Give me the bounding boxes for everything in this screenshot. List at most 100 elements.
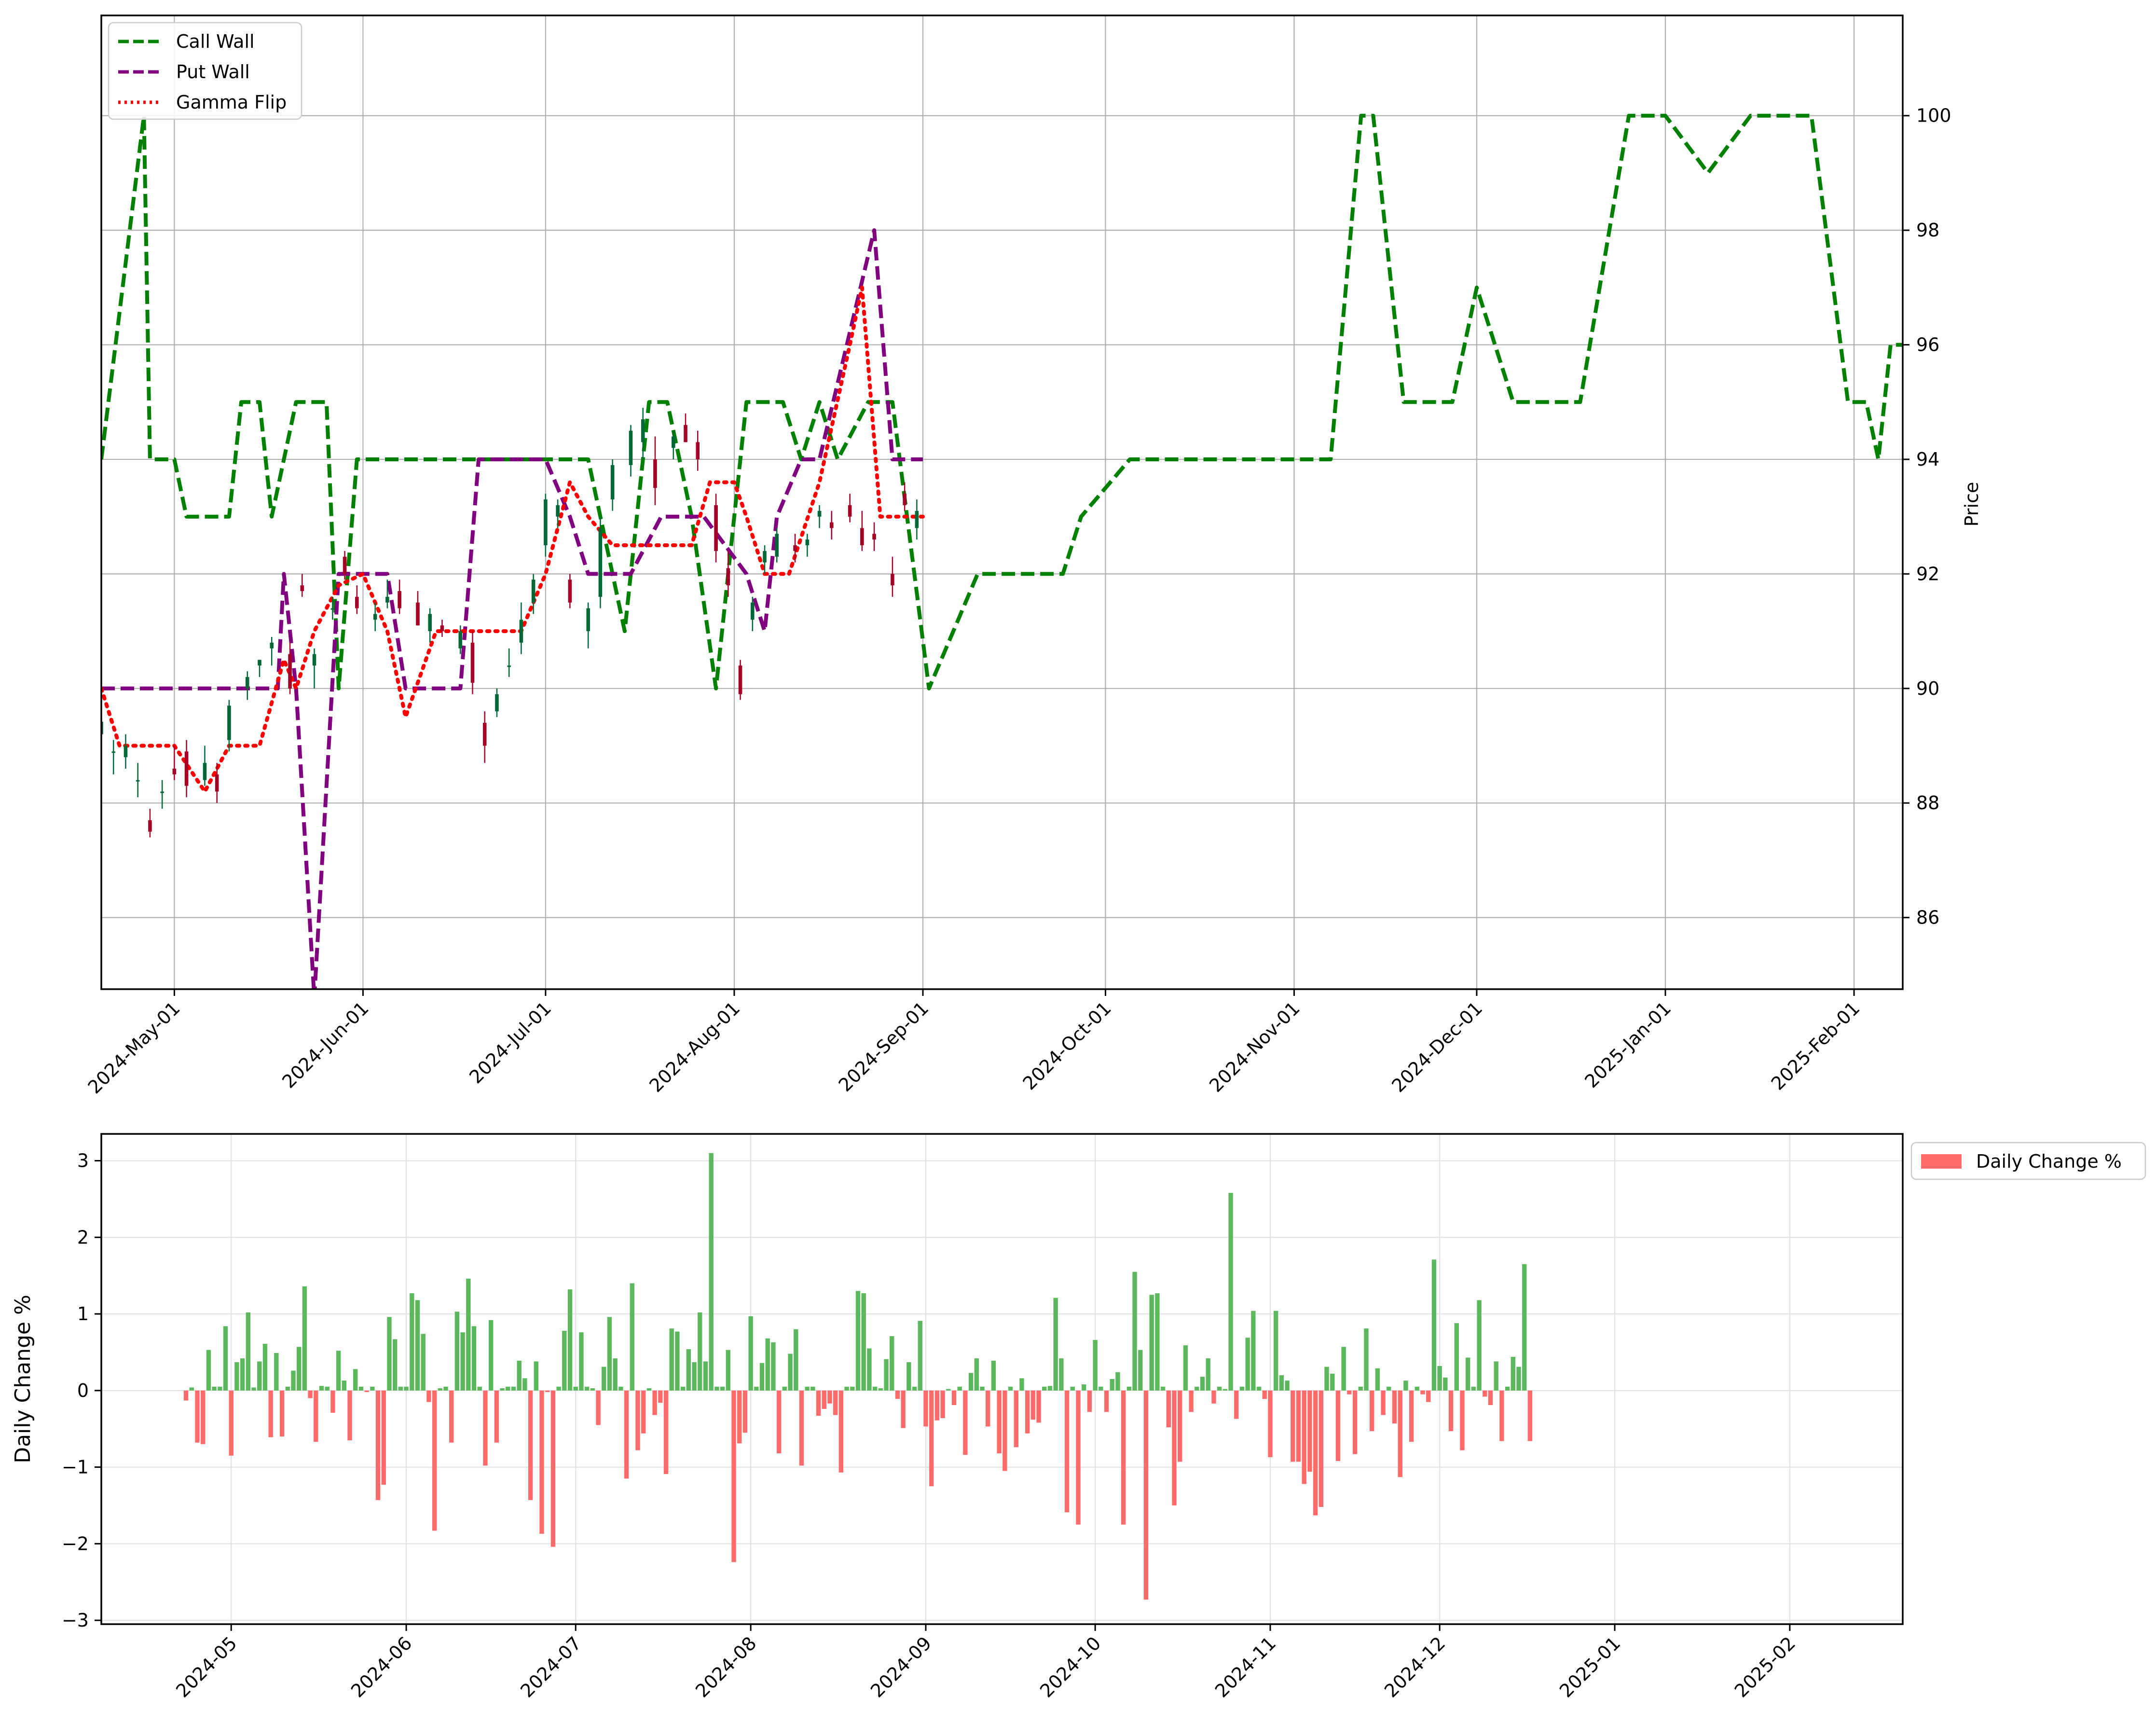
- change-bar-negative: [986, 1390, 990, 1427]
- change-bar-negative: [1335, 1390, 1341, 1461]
- change-bar-positive: [794, 1329, 798, 1391]
- candle-body-up: [598, 528, 603, 597]
- series-line-put-wall: [101, 228, 923, 989]
- change-bar-positive: [1206, 1358, 1210, 1391]
- change-bar-positive: [1132, 1271, 1137, 1391]
- change-bar-positive: [759, 1363, 765, 1391]
- price-y-tick-label: 100: [1916, 105, 1951, 126]
- change-bar-positive: [291, 1370, 296, 1391]
- change-bar-negative: [1527, 1390, 1533, 1441]
- change-bar-positive: [579, 1332, 584, 1391]
- change-bar-positive: [980, 1386, 985, 1391]
- change-bar-positive: [1375, 1368, 1380, 1391]
- change-bar-positive: [692, 1362, 697, 1391]
- change-bar-positive: [387, 1317, 392, 1391]
- price-y-tick-label: 96: [1916, 334, 1939, 356]
- change-y-axis: 3 2 1 0 −1 −2 −3: [62, 1150, 101, 1631]
- candle-body-up: [495, 694, 499, 712]
- change-bar-negative: [1178, 1390, 1182, 1462]
- change-bar-negative: [1302, 1390, 1306, 1484]
- change-bar-negative: [822, 1390, 826, 1409]
- candle-body-up: [556, 505, 560, 517]
- change-bar-negative: [229, 1390, 233, 1456]
- change-bar-negative: [1318, 1390, 1324, 1507]
- change-bar-positive: [392, 1339, 398, 1391]
- candle-body-down: [793, 545, 797, 551]
- candle-body-down: [684, 425, 687, 442]
- change-bar-negative: [1211, 1390, 1216, 1404]
- candle-body-down: [568, 580, 572, 603]
- change-bar-positive: [765, 1338, 770, 1391]
- change-bar-negative: [1076, 1390, 1081, 1525]
- change-bar-positive: [957, 1386, 962, 1391]
- change-bar-negative: [1172, 1390, 1177, 1505]
- change-bar-negative: [799, 1390, 804, 1466]
- change-bar-positive: [698, 1312, 702, 1391]
- change-bar-positive: [1093, 1340, 1098, 1391]
- change-y-tick-label: 3: [77, 1150, 89, 1172]
- change-bar-positive: [212, 1386, 217, 1391]
- change-bar-positive: [1126, 1386, 1132, 1391]
- change-bar-negative: [1025, 1390, 1030, 1434]
- change-bar-positive: [867, 1348, 872, 1391]
- change-bar-positive: [443, 1386, 448, 1391]
- change-bar-positive: [1251, 1311, 1256, 1391]
- change-bar-negative: [1002, 1390, 1007, 1471]
- change-bar-positive: [466, 1279, 471, 1391]
- change-bar-negative: [1347, 1390, 1352, 1394]
- change-bar-negative: [963, 1390, 968, 1455]
- legend-label-call-wall: Call Wall: [176, 31, 255, 52]
- candle-body-up: [915, 511, 919, 528]
- change-legend: Daily Change %: [1910, 1142, 2146, 1180]
- change-bar-negative: [1313, 1390, 1318, 1516]
- change-bar-negative: [1370, 1390, 1374, 1431]
- change-bar-positive: [680, 1386, 686, 1391]
- change-bar-negative: [1121, 1390, 1126, 1525]
- change-bar-negative: [1234, 1390, 1239, 1419]
- change-bar-negative: [364, 1390, 369, 1392]
- candle-body-down: [148, 820, 152, 832]
- change-bar-negative: [1189, 1390, 1194, 1412]
- candle-body-up: [763, 551, 767, 563]
- change-bar-positive: [477, 1386, 482, 1391]
- change-bar-positive: [1053, 1297, 1058, 1391]
- candle-body-up: [531, 580, 536, 603]
- price-legend-box: [108, 22, 302, 120]
- candle-body-up: [672, 436, 675, 448]
- candle-body-down: [714, 505, 718, 551]
- change-bar-positive: [1222, 1389, 1228, 1391]
- change-y-tick-label: 1: [77, 1303, 89, 1325]
- candle-body-down: [829, 522, 834, 528]
- change-bar-negative: [1307, 1390, 1312, 1472]
- change-bar-negative: [997, 1390, 1002, 1453]
- legend-label-put-wall: Put Wall: [176, 61, 250, 83]
- candle-body-up: [805, 539, 810, 546]
- change-bar-negative: [1143, 1390, 1149, 1600]
- change-bar-positive: [421, 1334, 426, 1391]
- change-bar-positive: [1437, 1366, 1442, 1391]
- change-bar-negative: [776, 1390, 782, 1453]
- change-bar-negative: [641, 1390, 646, 1434]
- change-bar-positive: [1138, 1350, 1143, 1391]
- candle-body-up: [160, 791, 164, 793]
- change-bar-positive: [872, 1386, 878, 1391]
- change-bar-negative: [1268, 1390, 1273, 1457]
- change-bar-negative: [1036, 1390, 1041, 1423]
- change-bar-positive: [754, 1386, 759, 1391]
- change-bar-positive: [517, 1360, 522, 1391]
- change-bar-positive: [788, 1353, 793, 1391]
- change-bar-positive: [189, 1387, 194, 1391]
- candle-body-down: [696, 442, 700, 459]
- change-bar-positive: [630, 1283, 634, 1391]
- change-bar-negative: [268, 1390, 273, 1437]
- change-bar-negative: [201, 1390, 206, 1444]
- change-bar-positive: [1195, 1386, 1199, 1391]
- change-bar-positive: [1047, 1386, 1053, 1391]
- change-bar-positive: [1387, 1386, 1391, 1391]
- change-bar-positive: [223, 1326, 228, 1391]
- change-bar-positive: [669, 1328, 674, 1391]
- change-bar-positive: [358, 1386, 364, 1391]
- change-bar-negative: [375, 1390, 381, 1500]
- change-bar-negative: [1166, 1390, 1171, 1428]
- change-bar-negative: [449, 1390, 454, 1443]
